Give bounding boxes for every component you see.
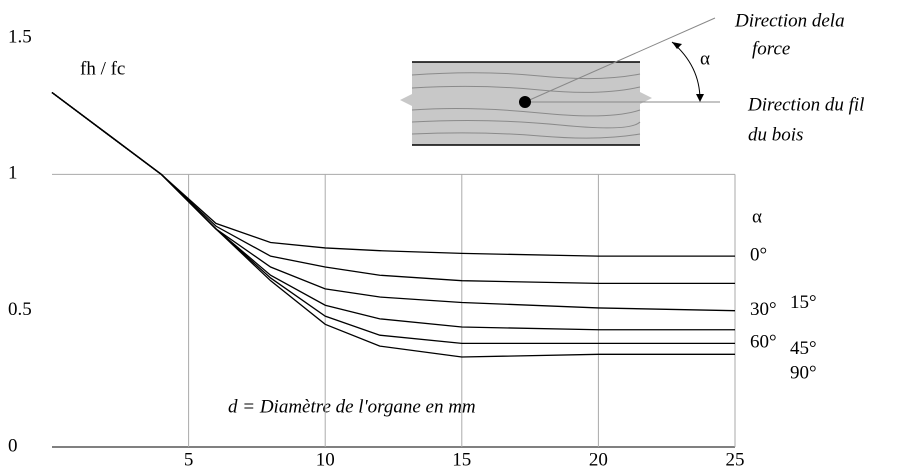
grain-label: du bois bbox=[748, 124, 803, 145]
y-tick-label: 0.5 bbox=[8, 299, 32, 320]
legend-label: 90° bbox=[790, 363, 817, 384]
legend-label: 45° bbox=[790, 338, 817, 359]
angle-label: α bbox=[700, 48, 710, 69]
x-tick-label: 5 bbox=[184, 449, 194, 470]
force-label: Direction dela bbox=[734, 10, 845, 31]
legend-label: 0° bbox=[750, 244, 767, 265]
legend-label: 30° bbox=[750, 299, 777, 320]
inset-diagram bbox=[400, 17, 720, 146]
y-tick-label: 1 bbox=[8, 163, 18, 184]
grain-label: Direction du fil bbox=[747, 94, 864, 115]
y-axis-label: fh / fc bbox=[80, 58, 125, 79]
x-tick-label: 15 bbox=[452, 449, 471, 470]
x-axis-label: d = Diamètre de l'organe en mm bbox=[228, 396, 476, 417]
y-tick-label: 1.5 bbox=[8, 26, 32, 47]
force-label: force bbox=[752, 38, 790, 59]
legend-title: α bbox=[752, 206, 762, 227]
y-tick-label: 0 bbox=[8, 435, 18, 456]
legend-label: 15° bbox=[790, 292, 817, 313]
x-tick-label: 10 bbox=[316, 449, 335, 470]
line bbox=[51, 92, 735, 358]
legend-label: 60° bbox=[750, 332, 777, 353]
x-tick-label: 25 bbox=[726, 449, 745, 470]
x-tick-label: 20 bbox=[589, 449, 608, 470]
